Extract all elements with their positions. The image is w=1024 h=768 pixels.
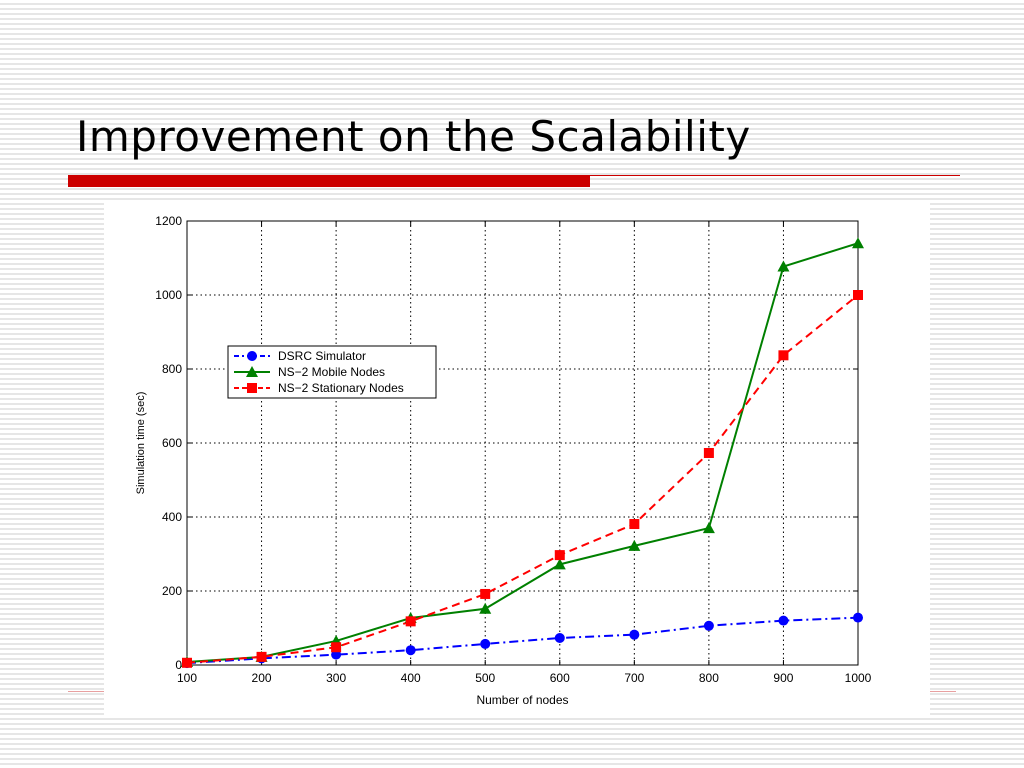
data-point-series-2 [182, 657, 192, 668]
x-tick-label: 1000 [845, 671, 872, 685]
data-point-series-2 [703, 447, 714, 458]
data-point-series-2 [331, 642, 342, 653]
data-point-series-2 [853, 290, 863, 300]
legend-label-0: DSRC Simulator [278, 349, 366, 363]
footer-rule-right [930, 691, 956, 692]
legend-marker-1 [246, 366, 258, 377]
legend-marker-0 [247, 351, 257, 361]
x-tick-label: 100 [177, 671, 197, 685]
data-point-series-1 [777, 260, 790, 272]
x-tick-label: 500 [475, 671, 495, 685]
line-chart: 100 200 300 400 500 600 700 800 900 1000 0 200 400 60… [135, 214, 872, 707]
series-line-2 [186, 294, 859, 664]
data-point-series-0 [480, 638, 491, 649]
y-tick-label: 200 [162, 584, 182, 598]
data-point-series-2 [554, 550, 565, 561]
x-tick-label: 700 [624, 671, 644, 685]
data-point-series-2 [480, 588, 491, 599]
x-tick-label: 300 [326, 671, 346, 685]
title-accent-bar [68, 175, 590, 187]
x-tick-label: 600 [550, 671, 570, 685]
data-point-series-0 [778, 615, 789, 626]
legend: DSRC Simulator NS−2 Mobile Nodes NS−2 Stat… [227, 345, 437, 399]
title-underline [590, 175, 960, 176]
x-tick-label: 400 [401, 671, 421, 685]
x-tick-label: 900 [773, 671, 793, 685]
slide-title: Improvement on the Scalability [76, 112, 751, 161]
legend-label-2: NS−2 Stationary Nodes [278, 381, 404, 395]
y-axis-label: Simulation time (sec) [135, 392, 147, 495]
data-point-series-2 [778, 350, 789, 361]
y-tick-label: 800 [162, 362, 182, 376]
x-tick-label: 200 [252, 671, 272, 685]
footer-rule-left [68, 691, 104, 692]
plot-area [186, 220, 859, 666]
data-point-series-1 [702, 522, 715, 534]
data-point-series-0 [703, 620, 714, 631]
y-tick-label: 1200 [155, 214, 182, 228]
x-tick-label: 800 [699, 671, 719, 685]
data-point-series-0 [853, 612, 863, 623]
legend-marker-2 [247, 383, 257, 393]
data-point-series-1 [479, 602, 492, 614]
data-point-series-1 [628, 539, 641, 551]
series-line-0 [186, 616, 859, 665]
data-point-series-2 [256, 651, 267, 662]
data-point-series-0 [629, 629, 640, 640]
data-point-series-1 [553, 558, 566, 570]
y-tick-label: 0 [175, 658, 182, 672]
y-tick-label: 400 [162, 510, 182, 524]
data-point-series-2 [405, 616, 416, 627]
x-axis-label: Number of nodes [476, 693, 568, 707]
y-tick-label: 600 [162, 436, 182, 450]
data-point-series-0 [405, 645, 416, 656]
y-tick-label: 1000 [155, 288, 182, 302]
legend-label-1: NS−2 Mobile Nodes [278, 365, 385, 379]
chart-panel: 100 200 300 400 500 600 700 800 900 1000 0 200 400 60… [104, 200, 930, 718]
data-point-series-1 [852, 237, 864, 249]
data-point-series-2 [629, 519, 640, 530]
data-point-series-0 [554, 632, 565, 643]
series-line-1 [186, 242, 859, 664]
